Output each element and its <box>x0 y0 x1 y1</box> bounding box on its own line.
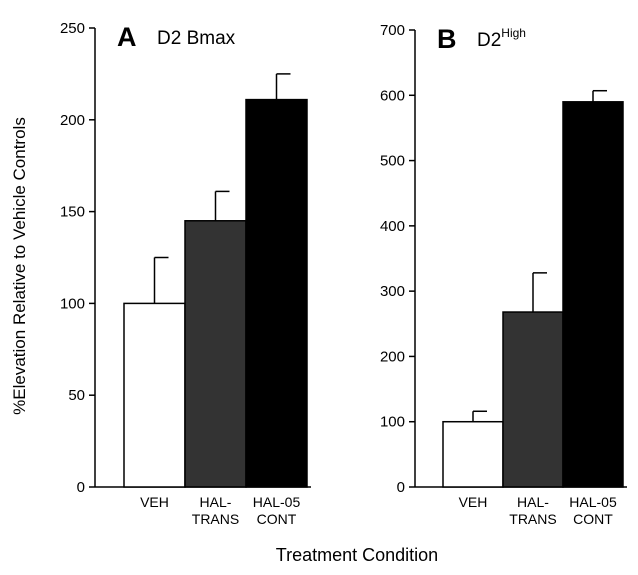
bar <box>442 420 504 488</box>
y-tick-label: 700 <box>380 22 405 39</box>
category-label: TRANS <box>509 511 556 527</box>
x-axis-label: Treatment Condition <box>276 545 438 565</box>
bar <box>245 98 308 488</box>
category-label: VEH <box>140 494 169 510</box>
y-tick-label: 150 <box>60 204 85 221</box>
bar <box>562 101 624 488</box>
panel-label: B <box>437 24 457 54</box>
y-tick-label: 300 <box>380 283 405 300</box>
category-label: HAL- <box>200 494 232 510</box>
panel-title-superscript: High <box>501 26 526 40</box>
panel-title: D2 Bmax <box>157 28 236 49</box>
category-label: VEH <box>459 494 488 510</box>
panel-b: 0 100 200 300 400 500 600 700 VEH HAL-TRANS HAL-05… <box>380 22 627 527</box>
y-tick-label: 100 <box>380 414 405 431</box>
y-tick-label: 0 <box>397 479 405 496</box>
y-tick-label: 0 <box>77 479 85 496</box>
category-label: HAL- <box>517 494 549 510</box>
category-label: HAL-05 <box>253 494 301 510</box>
category-label: TRANS <box>192 511 239 527</box>
category-label: HAL-05 <box>569 494 617 510</box>
y-tick-label: 500 <box>380 153 405 170</box>
bar <box>123 302 186 488</box>
y-axis-label: %Elevation Relative to Vehicle Controls <box>10 117 29 415</box>
y-tick-label: 200 <box>60 112 85 129</box>
category-label: CONT <box>573 511 613 527</box>
category-label: CONT <box>257 511 297 527</box>
y-tick-label: 400 <box>380 218 405 235</box>
panel-label: A <box>117 22 137 52</box>
y-tick-label: 100 <box>60 295 85 312</box>
panel-title: D2High <box>477 26 526 51</box>
y-tick-label: 600 <box>380 87 405 104</box>
bar <box>184 220 247 488</box>
bar <box>502 311 564 488</box>
y-tick-label: 50 <box>68 387 85 404</box>
y-tick-label: 200 <box>380 348 405 365</box>
y-tick-label: 250 <box>60 20 85 37</box>
